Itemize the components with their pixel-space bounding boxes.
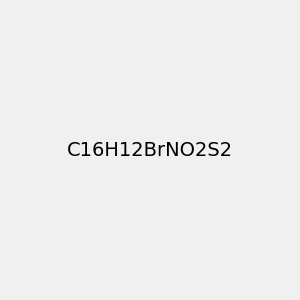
- Text: C16H12BrNO2S2: C16H12BrNO2S2: [67, 140, 233, 160]
